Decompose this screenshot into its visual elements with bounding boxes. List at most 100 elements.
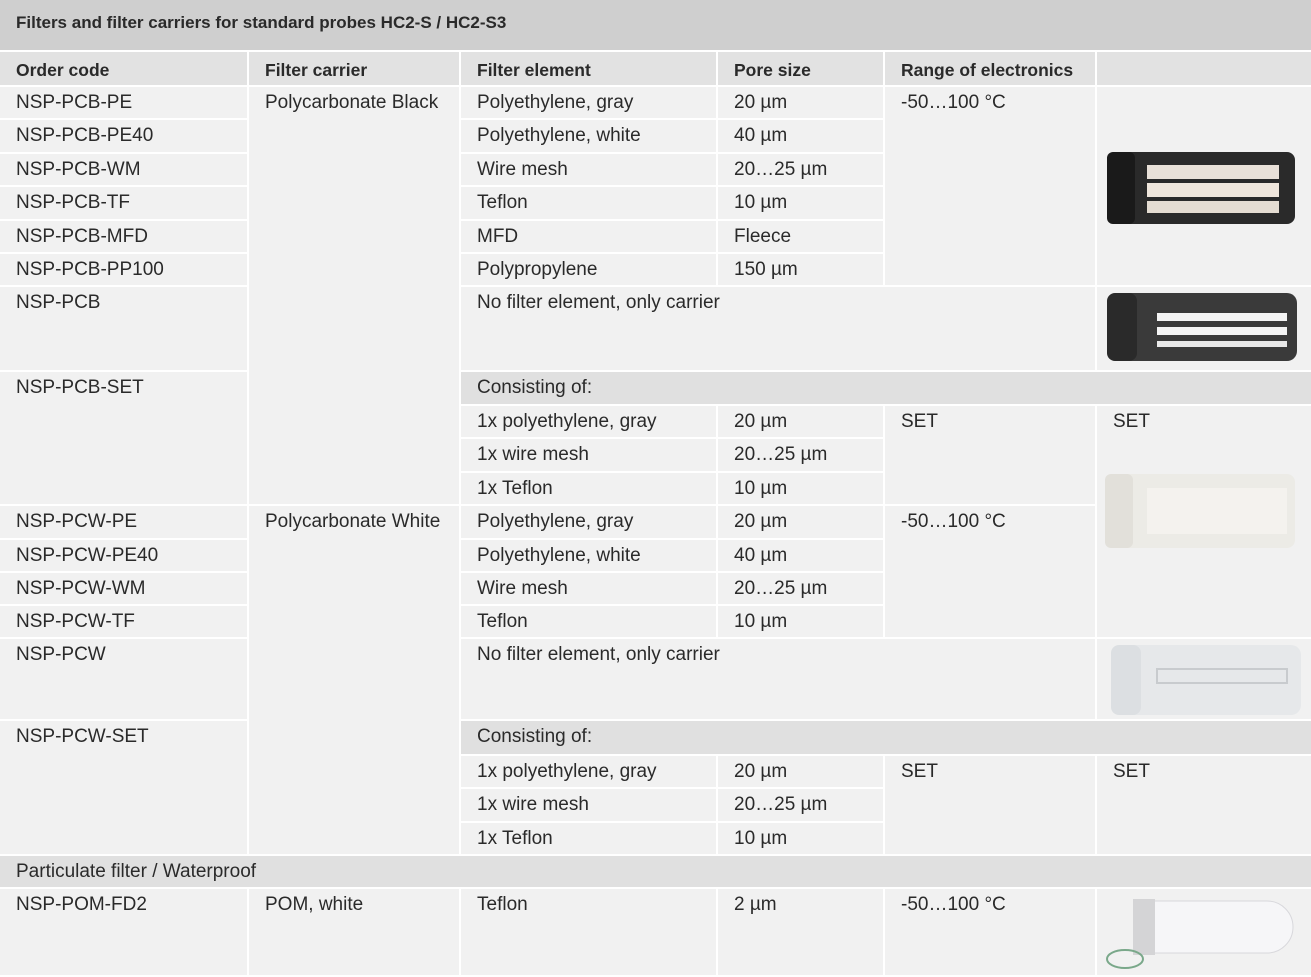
table-cell: Wire mesh (459, 571, 718, 606)
table-title: Filters and filter carriers for standard… (0, 0, 1311, 52)
table-cell: NSP-PCB-PE40 (0, 118, 249, 154)
table-cell: 10 µm (716, 604, 885, 639)
table-cell: POM, white (247, 887, 461, 977)
table-cell: Polypropylene (459, 252, 718, 287)
table-cell: 10 µm (716, 185, 885, 221)
column-header: Filter element (459, 50, 718, 87)
table-cell: 20 µm (716, 504, 885, 540)
table-cell: NSP-PCB-PE (0, 85, 249, 120)
table-cell: 40 µm (716, 538, 885, 573)
table-cell: 1x Teflon (459, 471, 718, 506)
table-cell: Fleece (716, 219, 885, 254)
column-header: Pore size (716, 50, 885, 87)
column-header: Filter carrier (247, 50, 461, 87)
table-cell: NSP-PCB-PP100 (0, 252, 249, 287)
set-label: SET (1113, 411, 1150, 432)
table-row: NSP-POM-FD2 POM, white Teflon 2 µm -50…1… (0, 887, 1311, 977)
table-cell: Polyethylene, white (459, 118, 718, 154)
table-row: NSP-PCB-WM Wire mesh 20…25 µm (0, 152, 1311, 187)
table-cell: Teflon (459, 887, 718, 977)
white-carrier-image (1111, 645, 1301, 715)
table-cell: SET (1094, 754, 1311, 856)
table-cell: Consisting of: (458, 370, 1311, 406)
table-row: 1x polyethylene, gray 20 µm SET SET (0, 754, 1311, 856)
table-cell: 20…25 µm (716, 787, 885, 823)
table-row: NSP-PCW-TF Teflon 10 µm (0, 604, 1311, 639)
table-cell: 2 µm (716, 887, 885, 977)
table-row: NSP-PCW-PE40 Polyethylene, white 40 µm (0, 538, 1311, 573)
table-cell: 1x wire mesh (459, 437, 718, 473)
black-filter-image (1107, 152, 1295, 224)
table-cell: Polyethylene, gray (459, 85, 718, 120)
table-cell: No filter element, only carrier (459, 285, 1097, 372)
table-row: NSP-PCB-PP100 Polypropylene 150 µm (0, 252, 1311, 287)
white-filter-image (1105, 474, 1295, 548)
table-row: 1x Teflon 10 µm (0, 821, 1311, 856)
table-row: Particulate filter / Waterproof (0, 854, 1311, 889)
table-row: NSP-PCW-SET Consisting of: (0, 719, 1311, 856)
table-cell: 150 µm (716, 252, 885, 287)
table-cell: -50…100 °C (883, 85, 1097, 287)
table-cell: Wire mesh (459, 152, 718, 187)
table-cell: 20…25 µm (716, 152, 885, 187)
table-cell: NSP-PCW-PE (0, 504, 249, 540)
table-cell: NSP-PCW-WM (0, 571, 249, 606)
table-cell: Polyethylene, gray (459, 504, 718, 540)
table-row: Filters and filter carriers for standard… (0, 0, 1311, 52)
table-cell: -50…100 °C (883, 887, 1097, 977)
table-cell: SET (883, 754, 1097, 856)
table-row: 1x wire mesh 20…25 µm (0, 437, 1311, 473)
table-cell: Teflon (459, 185, 718, 221)
table-cell: NSP-PCW-TF (0, 604, 249, 639)
table-cell: Consisting of: (458, 719, 1311, 756)
table-row: NSP-PCB-MFD MFD Fleece (0, 219, 1311, 254)
table-row: NSP-PCB-TF Teflon 10 µm (0, 185, 1311, 221)
table-cell (1094, 50, 1311, 87)
table-cell (1094, 887, 1311, 977)
table-row: Order code Filter carrier Filter element… (0, 50, 1311, 87)
table-cell: 10 µm (716, 471, 885, 506)
table-cell: 20…25 µm (716, 437, 885, 473)
table-cell: NSP-PCB (0, 285, 249, 372)
pom-filter-image (1106, 899, 1294, 969)
table-row: 1x Teflon 10 µm (0, 471, 1311, 506)
table-cell: NSP-POM-FD2 (0, 887, 249, 977)
table-cell: 1x Teflon (459, 821, 718, 856)
table-cell (1094, 637, 1311, 721)
table-cell: Particulate filter / Waterproof (0, 854, 1311, 889)
table-row: 1x wire mesh 20…25 µm (0, 787, 1311, 823)
table-row: NSP-PCW-PE Polycarbonate White Polyethyl… (0, 504, 1311, 856)
table-cell: SET (1094, 404, 1311, 639)
table-cell: 1x wire mesh (459, 787, 718, 823)
black-carrier-image (1107, 293, 1297, 361)
table-cell: NSP-PCB-MFD (0, 219, 249, 254)
table-cell: 40 µm (716, 118, 885, 154)
column-header: Range of electronics (883, 50, 1097, 87)
table-cell: NSP-PCW-SET (0, 719, 249, 856)
table-row: NSP-PCB No filter element, only carrier (0, 285, 1311, 372)
table-row: NSP-PCW-WM Wire mesh 20…25 µm (0, 571, 1311, 606)
table-cell: NSP-PCB-SET (0, 370, 249, 506)
table-cell: No filter element, only carrier (459, 637, 1097, 721)
table-cell: SET (883, 404, 1097, 506)
table-row: NSP-PCW No filter element, only carrier (0, 637, 1311, 721)
table-cell: Teflon (459, 604, 718, 639)
table-row: NSP-PCB-SET Consisting of: (0, 370, 1311, 506)
table-cell: 10 µm (716, 821, 885, 856)
table-row: NSP-PCB-PE40 Polyethylene, white 40 µm (0, 118, 1311, 154)
table-cell: Polycarbonate Black (247, 85, 461, 506)
table-cell: 20 µm (716, 404, 885, 439)
table-row: NSP-PCB-PE Polycarbonate Black Polyethyl… (0, 85, 1311, 506)
table-cell: MFD (459, 219, 718, 254)
table-cell: NSP-PCB-WM (0, 152, 249, 187)
table-cell: 20 µm (716, 754, 885, 789)
table-cell (1094, 285, 1311, 372)
table-cell: NSP-PCB-TF (0, 185, 249, 221)
table-cell: -50…100 °C (883, 504, 1097, 639)
table-cell: 20 µm (716, 85, 885, 120)
table-cell: NSP-PCW (0, 637, 249, 721)
table-cell: Polyethylene, white (459, 538, 718, 573)
table-cell (1094, 85, 1311, 287)
table-cell: 1x polyethylene, gray (459, 404, 718, 439)
